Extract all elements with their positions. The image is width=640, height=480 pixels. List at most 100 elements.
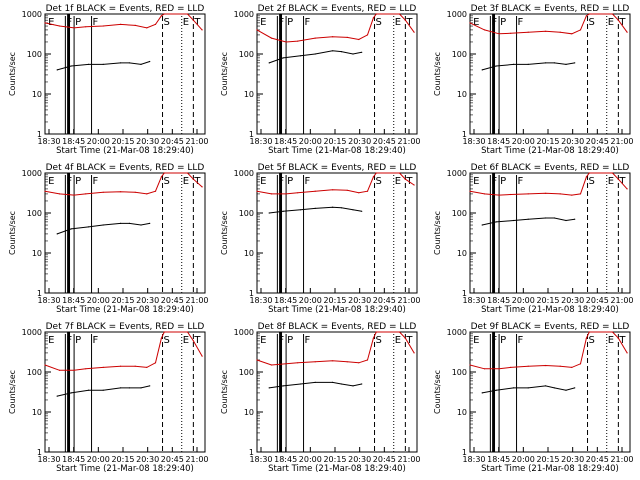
y-tick-label: 10 (32, 90, 42, 99)
x-tick-label: 20:30 (136, 455, 159, 464)
lld-line (256, 13, 415, 43)
marker-label: F (305, 335, 311, 346)
lld-line-point (413, 352, 415, 354)
events-line-point (56, 395, 58, 397)
events-line-point (282, 385, 284, 387)
y-tick-label: 1 (249, 448, 254, 457)
x-tick-label: 18:30 (462, 296, 485, 305)
marker-label: E (48, 335, 54, 346)
plot-frame (469, 331, 631, 453)
events-line (269, 206, 362, 214)
marker-label: E (473, 335, 479, 346)
x-tick-label: 18:45 (274, 137, 297, 146)
lld-line-point (404, 19, 406, 21)
marker-label: E (608, 335, 614, 346)
lld-line-point (44, 22, 46, 24)
events-line-point (481, 224, 483, 226)
events-line-point (340, 207, 342, 209)
lld-line-point (160, 15, 162, 17)
x-tick-label: 21:00 (610, 137, 633, 146)
lld-line-point (483, 368, 486, 370)
lld-line-point (314, 190, 316, 192)
y-tick-label: 100 (27, 50, 42, 59)
x-axis-label: Start Time (21-Mar-08 18:29:40) (481, 464, 619, 474)
plot-frame (256, 331, 418, 453)
x-tick-label: 21:00 (610, 455, 633, 464)
events-line-point (332, 206, 334, 208)
x-tick-label: 20:15 (111, 455, 134, 464)
lld-line-point (588, 13, 590, 15)
x-tick-label: 20:15 (536, 137, 559, 146)
lld-line (44, 172, 203, 196)
x-tick-label: 20:30 (348, 455, 371, 464)
y-axis-label: Counts/sec (433, 370, 442, 414)
marker-label: P (500, 335, 506, 346)
events-line-point (481, 69, 483, 71)
events-line-point (574, 218, 576, 220)
x-tick-label: 20:15 (536, 455, 559, 464)
lld-line-point (120, 191, 122, 193)
events-line-point (282, 210, 284, 212)
events-line-point (527, 218, 529, 220)
lld-line-point (559, 193, 561, 195)
events-line-point (102, 389, 104, 391)
lld-line-point (120, 23, 122, 25)
marker-label: S (164, 176, 170, 187)
y-axis-label: Counts/sec (433, 211, 442, 255)
lld-line-point (372, 17, 374, 19)
lld-line-point (469, 364, 471, 366)
lld-line-point (617, 337, 620, 339)
lld-line-point (510, 32, 512, 34)
lld-line-point (366, 34, 369, 36)
x-tick-label: 20:15 (323, 455, 346, 464)
lld-line-point (358, 362, 360, 364)
marker-label: E (183, 335, 189, 346)
events-line-point (314, 53, 316, 55)
lld-line-point (85, 193, 87, 195)
y-tick-label: 1000 (447, 10, 467, 19)
events-line-point (120, 62, 122, 64)
marker-label: E (183, 176, 189, 187)
occultation-band (492, 14, 496, 134)
lld-line-point (146, 193, 148, 195)
marker-label: S (376, 17, 382, 28)
events-line-point (70, 228, 72, 230)
lld-line-point (545, 30, 547, 32)
events-line-point (545, 62, 547, 64)
marker-label: E (395, 17, 401, 28)
y-tick-label: 1 (37, 289, 42, 298)
x-axis-label: Start Time (21-Mar-08 18:29:40) (268, 146, 406, 156)
lld-line-point (102, 25, 104, 27)
lld-line-point (571, 33, 573, 35)
lld-line-point (366, 359, 369, 361)
y-axis-label: Counts/sec (220, 370, 229, 414)
occultation-band (279, 14, 283, 134)
events-line-point (268, 212, 270, 214)
x-axis-label: Start Time (21-Mar-08 18:29:40) (268, 305, 406, 315)
lld-line-point (154, 362, 157, 364)
occultation-band (279, 173, 283, 293)
lld-line-point (160, 176, 162, 178)
lld-line-point (579, 193, 582, 195)
x-tick-label: 20:45 (373, 455, 396, 464)
x-tick-label: 18:45 (274, 455, 297, 464)
events-line-point (332, 50, 334, 52)
events-line-point (352, 53, 354, 55)
x-axis-label: Start Time (21-Mar-08 18:29:40) (481, 146, 619, 156)
events-line-point (361, 51, 363, 53)
y-tick-label: 1000 (22, 169, 42, 178)
occultation-band (67, 332, 71, 452)
lld-line-point (510, 193, 512, 196)
marker-label: E (608, 17, 614, 28)
lld-line-point (314, 361, 316, 363)
events-line (269, 381, 362, 389)
plot-frame (256, 172, 418, 294)
events-line-point (553, 217, 556, 219)
x-axis-label: Start Time (21-Mar-08 18:29:40) (56, 464, 194, 474)
lld-line-point (146, 27, 148, 29)
x-tick-label: 18:45 (62, 455, 85, 464)
lld-line-point (285, 363, 287, 365)
y-tick-label: 1000 (22, 10, 42, 19)
events-line (269, 50, 362, 64)
x-tick-label: 20:45 (161, 296, 184, 305)
